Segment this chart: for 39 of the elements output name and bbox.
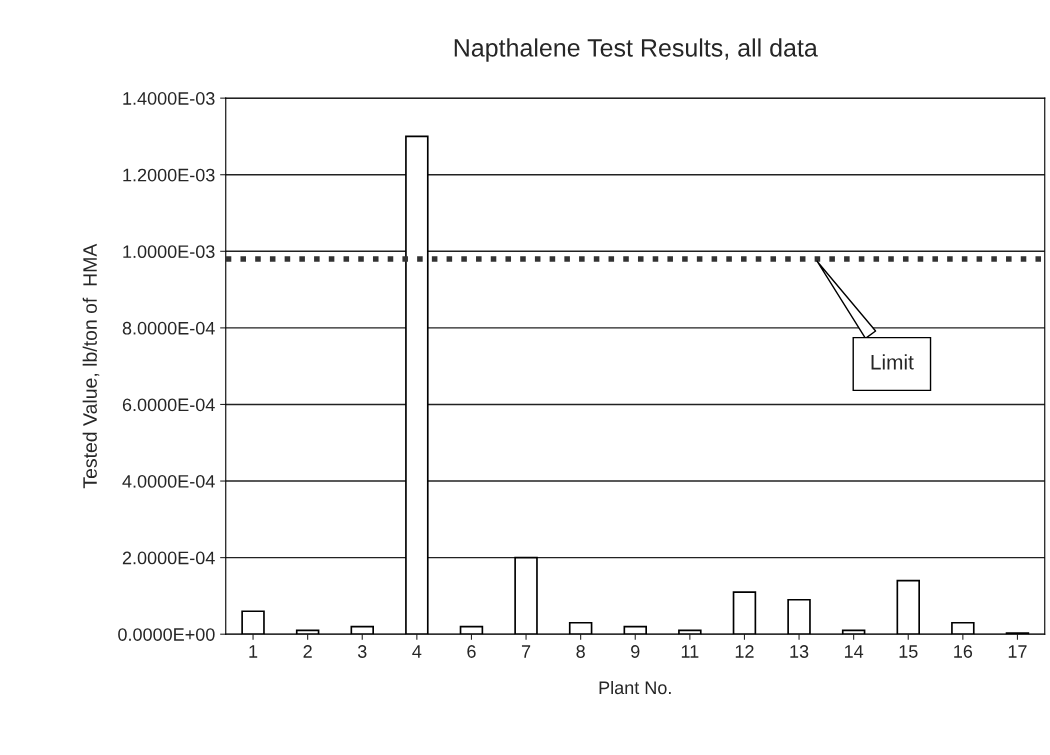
x-tick-label: 6 [467,645,476,658]
bar [350,625,375,635]
x-tick-label: 12 [735,645,754,658]
x-tick-label: 8 [576,645,585,658]
bar [732,591,757,635]
x-tick-label: 3 [357,645,367,658]
ref-line-label: Limit [871,354,914,370]
bar [787,598,811,635]
bar [241,610,265,635]
x-tick-label: 14 [844,645,864,658]
y-tick-label: 1.4000E-03 [123,92,215,105]
x-tick-label: 15 [899,645,918,658]
y-axis-title: Tested Value, lb/ton of HMA [82,243,100,489]
bar [951,621,975,635]
x-tick-label: 9 [631,645,640,658]
x-tick-label: 4 [412,645,422,658]
bar [678,629,702,635]
y-tick-label: 0.0000E+00 [118,628,215,641]
bar [623,625,648,635]
x-tick-label: 2 [303,645,312,658]
y-tick-label: 1.2000E-03 [123,168,215,182]
y-tick-label: 8.0000E-04 [122,321,215,335]
y-tick-label: 6.0000E-04 [122,398,215,412]
y-tick-label: 1.0000E-03 [123,245,215,259]
x-tick-label: 11 [681,645,699,658]
bar [896,579,921,635]
x-tick-label: 17 [1008,645,1027,658]
x-tick-label: 16 [954,645,973,658]
y-tick-label: 4.0000E-04 [122,474,215,488]
x-tick-label: 13 [790,645,809,658]
chart-title: Napthalene Test Results, all data [454,38,818,62]
x-axis-title: Plant No. [599,680,671,695]
bar [459,625,484,635]
bar [514,556,538,635]
y-tick-label: 2.0000E-04 [122,551,215,565]
x-tick-label: 7 [521,645,531,658]
x-tick-label: 1 [249,645,258,658]
bar [405,135,429,635]
bar [568,621,593,635]
